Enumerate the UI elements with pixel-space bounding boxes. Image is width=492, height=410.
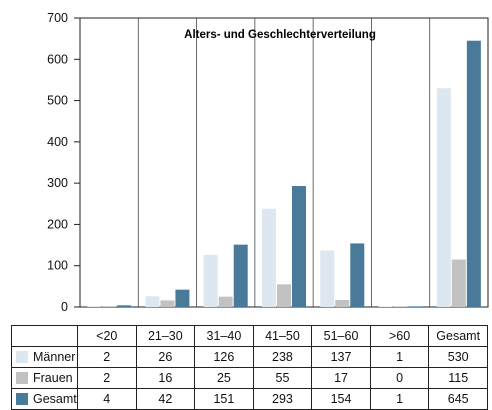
data-label: 238 — [252, 346, 313, 368]
bar — [203, 254, 218, 307]
data-label: 55 — [252, 367, 313, 389]
table-header-row: <20 21–30 31–40 41–50 51–60 >60 Gesamt — [11, 325, 488, 347]
data-label: 16 — [135, 367, 196, 389]
series-label-cell: Frauen — [11, 367, 78, 389]
table-corner-cell — [11, 325, 78, 347]
y-tick-label: 200 — [47, 217, 68, 231]
bar — [145, 296, 160, 307]
data-label: 0 — [369, 367, 430, 389]
series-name: Gesamt — [33, 392, 77, 406]
bar — [175, 289, 190, 307]
category-label: <20 — [77, 325, 137, 347]
category-label: 31–40 — [194, 325, 254, 347]
bar — [408, 306, 423, 307]
chart-figure: 0 100 200 300 400 500 600 700 Alters- und Gesch… — [11, 11, 489, 410]
data-label: 154 — [311, 388, 371, 410]
chart-title: Alters- und Geschlechterverteilung — [184, 29, 376, 41]
data-label: 25 — [194, 367, 254, 389]
bar-chart: 0 100 200 300 400 500 600 700 Alters- und Gesch… — [47, 11, 489, 314]
bar — [117, 305, 132, 307]
category-label: Gesamt — [428, 325, 488, 347]
legend-swatch — [16, 393, 28, 405]
data-label: 293 — [252, 388, 313, 410]
data-label: 1 — [369, 346, 430, 368]
data-label: 151 — [194, 388, 254, 410]
bar — [320, 250, 335, 307]
series-name: Frauen — [33, 371, 73, 385]
table-row: Gesamt 4 42 151 293 154 1 645 — [11, 388, 488, 410]
legend-swatch — [16, 372, 28, 384]
category-label: 51–60 — [311, 325, 371, 347]
y-tick-label: 100 — [47, 259, 68, 273]
data-label: 2 — [77, 367, 137, 389]
category-label: 41–50 — [252, 325, 313, 347]
category-label: >60 — [369, 325, 430, 347]
y-tick-label: 400 — [47, 135, 68, 149]
data-label: 530 — [428, 346, 488, 368]
bar — [393, 306, 408, 307]
series-label-cell: Gesamt — [11, 388, 78, 410]
y-tick-label: 0 — [61, 300, 68, 314]
bar — [160, 300, 175, 307]
bar — [350, 243, 365, 307]
data-label: 42 — [135, 388, 196, 410]
bar — [218, 296, 233, 307]
bar — [233, 244, 248, 307]
bar — [335, 299, 350, 307]
data-label: 126 — [194, 346, 254, 368]
table-row: Frauen 2 16 25 55 17 0 115 — [11, 367, 488, 389]
legend-swatch — [16, 351, 28, 363]
data-label: 137 — [311, 346, 371, 368]
category-label: 21–30 — [135, 325, 196, 347]
data-label: 4 — [77, 388, 137, 410]
bar — [292, 186, 306, 307]
y-tick-label: 700 — [47, 11, 68, 25]
table-row: Männer 2 26 126 238 137 1 530 — [11, 346, 488, 368]
data-label: 17 — [311, 367, 371, 389]
series-name: Männer — [33, 350, 76, 364]
bar — [262, 208, 276, 307]
y-tick-label: 600 — [47, 52, 68, 66]
bar — [277, 284, 291, 307]
plot-area — [79, 17, 489, 308]
y-tick-label: 300 — [47, 176, 68, 190]
bar — [436, 88, 451, 307]
bar — [87, 306, 102, 307]
series-label-cell: Männer — [11, 346, 78, 368]
data-label: 645 — [428, 388, 488, 410]
bar — [378, 306, 393, 307]
bar — [451, 259, 466, 307]
y-tick-label: 500 — [47, 94, 68, 108]
data-label: 115 — [428, 367, 488, 389]
data-label: 2 — [77, 346, 137, 368]
data-label: 26 — [135, 346, 196, 368]
bar — [102, 306, 117, 307]
data-table: <20 21–30 31–40 41–50 51–60 >60 Gesamt Männer 2 2… — [11, 325, 488, 410]
bar — [466, 40, 481, 307]
data-label: 1 — [369, 388, 430, 410]
